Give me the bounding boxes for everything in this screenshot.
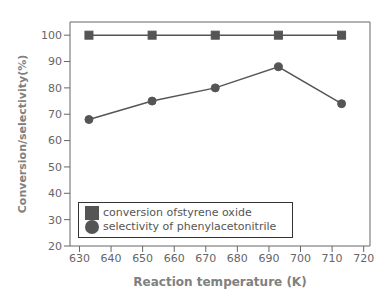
svg-text:650: 650 xyxy=(132,252,153,265)
svg-text:690: 690 xyxy=(258,252,279,265)
svg-text:90: 90 xyxy=(48,55,62,68)
html-text:selectivity of phenylacetonitr: selectivity of phenylacetonitrile xyxy=(103,220,277,233)
svg-text:700: 700 xyxy=(290,252,311,265)
svg-text:640: 640 xyxy=(101,252,122,265)
svg-text:710: 710 xyxy=(322,252,343,265)
svg-text:630: 630 xyxy=(69,252,90,265)
svg-text:660: 660 xyxy=(164,252,185,265)
svg-text:80: 80 xyxy=(48,82,62,95)
svg-text:720: 720 xyxy=(353,252,374,265)
svg-text:60: 60 xyxy=(48,134,62,147)
svg-text:100: 100 xyxy=(41,29,62,42)
svg-text:40: 40 xyxy=(48,187,62,200)
svg-text:30: 30 xyxy=(48,214,62,227)
svg-text:670: 670 xyxy=(195,252,216,265)
html-text:conversion ofstyrene oxide: conversion ofstyrene oxide xyxy=(103,206,252,219)
svg-text:50: 50 xyxy=(48,161,62,174)
svg-text:20: 20 xyxy=(48,240,62,253)
svg-text:70: 70 xyxy=(48,108,62,121)
svg-text:Reaction temperature (K): Reaction temperature (K) xyxy=(133,275,306,289)
svg-text:680: 680 xyxy=(227,252,248,265)
svg-text:Conversion/selectivity(%): Conversion/selectivity(%) xyxy=(16,55,29,213)
